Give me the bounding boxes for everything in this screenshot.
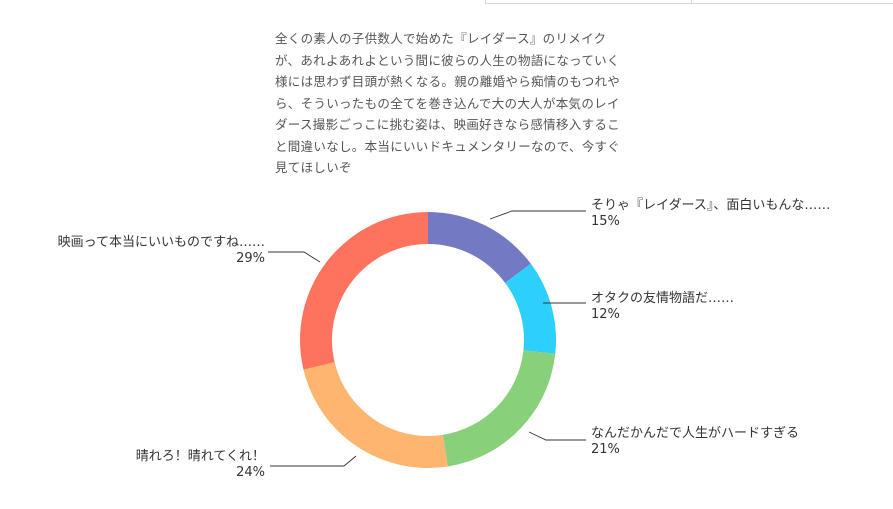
slice-label-text: なんだかんだで人生がハードすぎる — [591, 426, 800, 441]
top-border-strip — [485, 0, 893, 4]
slice-value-label: 15% — [591, 214, 620, 229]
leader-line — [489, 210, 586, 220]
slice-value-label: 24% — [236, 465, 265, 480]
slice-value-label: 29% — [236, 251, 265, 266]
leader-line — [528, 431, 586, 441]
slice-label-otaku-friendship: オタクの友情物語だ…… 12% — [591, 291, 734, 323]
slice-raiders-fun — [428, 212, 531, 283]
comment-text: 全くの素人の子供数人で始めた『レイダース』のリメイクが、あれよあれよという間に彼… — [275, 31, 621, 175]
leader-line — [270, 455, 357, 467]
slice-label-text: そりゃ『レイダース』、面白いもんな…… — [591, 198, 831, 213]
slice-label-movies-good: 映画って本当にいいものですね…… 29% — [58, 235, 265, 267]
slice-movies-good — [300, 212, 428, 370]
slice-label-raiders-fun: そりゃ『レイダース』、面白いもんな…… 15% — [591, 198, 830, 230]
leader-line — [268, 251, 321, 263]
slice-label-hard-life: なんだかんだで人生がハードすぎる 21% — [591, 426, 799, 458]
slice-clear-up — [303, 362, 448, 469]
slice-label-text: 晴れろ！晴れてくれ！ — [135, 449, 265, 464]
slice-value-label: 21% — [591, 442, 620, 457]
slice-label-text: オタクの友情物語だ…… — [591, 291, 735, 306]
slice-label-clear-up: 晴れろ！晴れてくれ！ 24% — [136, 449, 265, 481]
slice-value-label: 12% — [591, 307, 620, 322]
slice-label-text: 映画って本当にいいものですね…… — [57, 235, 265, 250]
slice-hard-life — [442, 350, 556, 467]
slice-otaku-friendship — [505, 263, 557, 354]
